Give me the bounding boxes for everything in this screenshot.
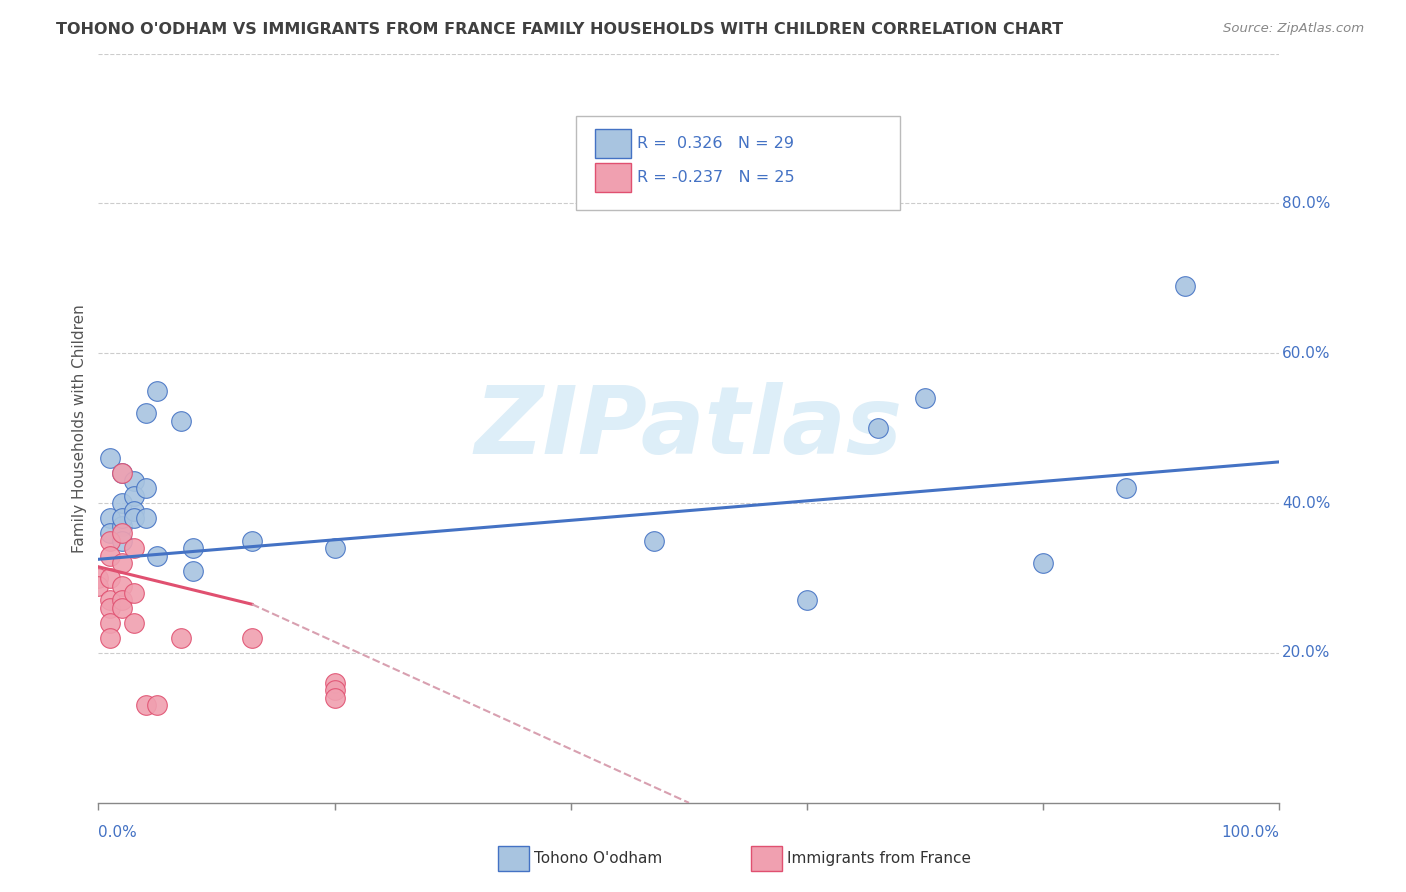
Text: 100.0%: 100.0% [1222, 825, 1279, 840]
Point [98, 593, 121, 607]
Point [111, 593, 134, 607]
Point [181, 541, 204, 555]
Point [98, 571, 121, 585]
Text: Immigrants from France: Immigrants from France [787, 851, 972, 865]
Point [98, 631, 121, 645]
Point [135, 511, 157, 525]
Point [87, 578, 110, 592]
Y-axis label: Family Households with Children: Family Households with Children [72, 304, 87, 552]
Point [170, 631, 193, 645]
Point [111, 466, 134, 480]
Point [796, 593, 818, 607]
Point [914, 391, 936, 405]
Point [181, 564, 204, 578]
Point [122, 615, 145, 630]
Text: ZIPatlas: ZIPatlas [475, 382, 903, 475]
Text: 80.0%: 80.0% [1282, 196, 1330, 211]
Point [170, 414, 193, 428]
Point [1032, 556, 1054, 570]
Point [122, 586, 145, 600]
Point [866, 421, 889, 435]
Point [135, 481, 157, 495]
Point [111, 556, 134, 570]
Point [240, 631, 263, 645]
Point [122, 511, 145, 525]
Point [111, 578, 134, 592]
Point [135, 406, 157, 420]
Point [323, 676, 346, 690]
Point [98, 549, 121, 563]
Point [111, 601, 134, 615]
Text: 20.0%: 20.0% [1282, 646, 1330, 660]
Point [111, 511, 134, 525]
Point [98, 526, 121, 541]
Point [122, 541, 145, 555]
Point [135, 698, 157, 713]
Point [98, 511, 121, 525]
Point [111, 518, 134, 533]
Point [240, 533, 263, 548]
Text: 60.0%: 60.0% [1282, 346, 1330, 360]
Point [146, 384, 169, 398]
Text: Source: ZipAtlas.com: Source: ZipAtlas.com [1223, 22, 1364, 36]
Point [98, 615, 121, 630]
Text: TOHONO O'ODHAM VS IMMIGRANTS FROM FRANCE FAMILY HOUSEHOLDS WITH CHILDREN CORRELA: TOHONO O'ODHAM VS IMMIGRANTS FROM FRANCE… [56, 22, 1063, 37]
Point [98, 533, 121, 548]
Point [1174, 278, 1197, 293]
Point [1115, 481, 1137, 495]
Text: Tohono O'odham: Tohono O'odham [534, 851, 662, 865]
Point [111, 526, 134, 541]
Text: R = -0.237   N = 25: R = -0.237 N = 25 [637, 170, 794, 185]
Point [122, 489, 145, 503]
Point [146, 698, 169, 713]
Point [643, 533, 665, 548]
Text: 40.0%: 40.0% [1282, 496, 1330, 510]
Point [323, 541, 346, 555]
Text: R =  0.326   N = 29: R = 0.326 N = 29 [637, 136, 794, 151]
Text: 0.0%: 0.0% [98, 825, 138, 840]
Point [98, 601, 121, 615]
Point [111, 466, 134, 480]
Point [87, 571, 110, 585]
Point [111, 533, 134, 548]
Point [122, 474, 145, 488]
Point [323, 683, 346, 698]
Point [122, 503, 145, 517]
Point [98, 451, 121, 466]
Point [323, 690, 346, 705]
Point [146, 549, 169, 563]
Point [111, 496, 134, 510]
